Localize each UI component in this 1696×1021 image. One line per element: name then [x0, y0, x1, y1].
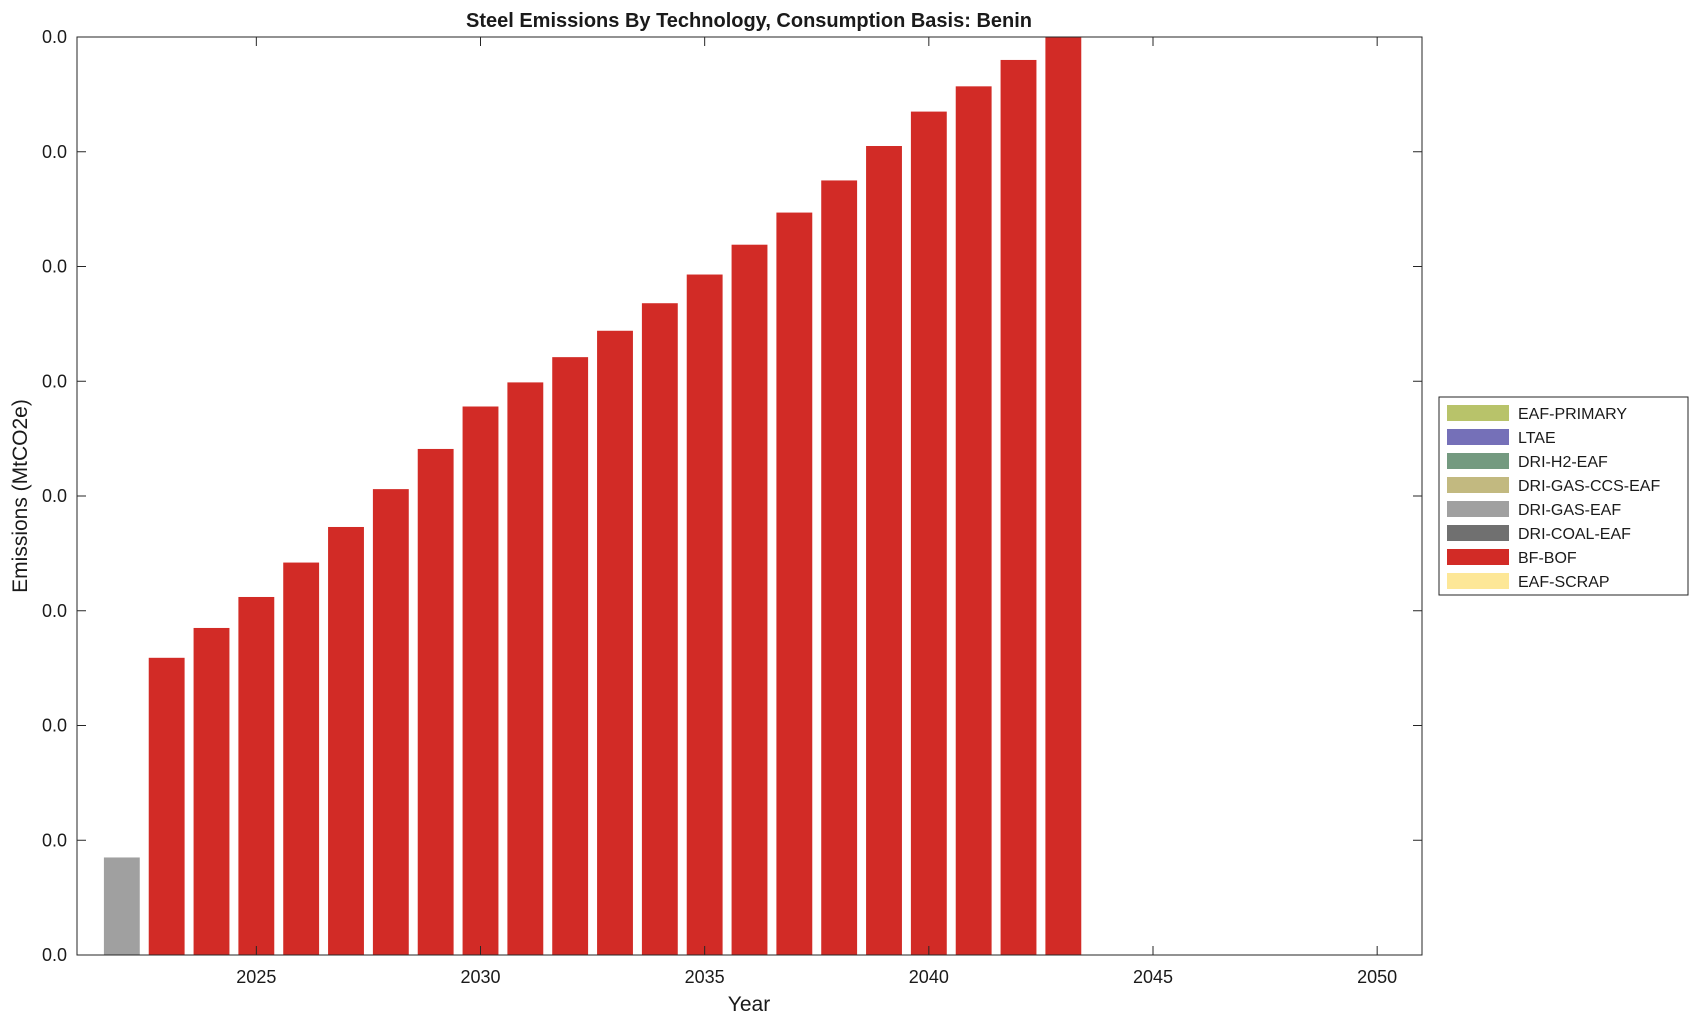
- legend-label: BF-BOF: [1518, 550, 1577, 567]
- legend-swatch-dri-h2-eaf: [1447, 453, 1509, 469]
- x-tick-label: 2035: [685, 967, 725, 987]
- y-tick-label: 0.0: [42, 830, 67, 850]
- bar-bf-bof-2031: [507, 382, 544, 955]
- y-tick-label: 0.0: [42, 716, 67, 736]
- bar-bf-bof-2024: [193, 627, 230, 955]
- y-tick-label: 0.0: [42, 142, 67, 162]
- bar-bf-bof-2034: [641, 303, 678, 956]
- bar-bf-bof-2028: [372, 489, 409, 955]
- bar-bf-bof-2030: [462, 406, 499, 955]
- legend-swatch-eaf-scrap: [1447, 573, 1509, 589]
- y-tick-label: 0.0: [42, 257, 67, 277]
- bar-bf-bof-2033: [597, 330, 633, 955]
- legend-label: DRI-GAS-CCS-EAF: [1518, 478, 1660, 495]
- x-tick-label: 2030: [460, 967, 500, 987]
- legend-swatch-dri-gas-eaf: [1447, 501, 1509, 517]
- legend-label: LTAE: [1518, 430, 1556, 447]
- x-tick-label: 2025: [236, 967, 276, 987]
- bar-bf-bof-2023: [148, 657, 185, 955]
- bar-dri-gas-eaf-2022: [103, 857, 140, 955]
- x-tick-label: 2040: [909, 967, 949, 987]
- x-tick-label: 2050: [1357, 967, 1397, 987]
- bar-bf-bof-2042: [1000, 59, 1037, 955]
- y-tick-label: 0.0: [42, 601, 67, 621]
- bar-bf-bof-2035: [686, 274, 723, 955]
- y-axis-label: Emissions (MtCO2e): [9, 399, 32, 593]
- bar-bf-bof-2040: [910, 111, 947, 956]
- legend-swatch-dri-gas-ccs-eaf: [1447, 477, 1509, 493]
- y-tick-label: 0.0: [42, 371, 67, 391]
- legend-label: DRI-GAS-EAF: [1518, 502, 1621, 519]
- ticks-group: 2025 2030 2035 2040 2045 2050 0.0 0.0 0.0 0.0 0.0 0…: [42, 27, 1422, 987]
- legend-swatch-ltae: [1447, 429, 1509, 445]
- y-tick-label: 0.0: [42, 27, 67, 47]
- legend: EAF-PRIMARY LTAE DRI-H2-EAF DRI-GAS-CCS-EAF…: [1438, 396, 1689, 596]
- bars-group: [103, 37, 1082, 956]
- bar-bf-bof-2025: [238, 596, 275, 955]
- legend-label: EAF-PRIMARY: [1518, 406, 1627, 423]
- x-axis-label: Year: [728, 993, 770, 1016]
- bar-bf-bof-2037: [776, 212, 813, 955]
- bar-bf-bof-2041: [955, 86, 992, 956]
- bar-bf-bof-2029: [417, 448, 454, 955]
- legend-swatch-eaf-primary: [1447, 405, 1509, 421]
- bar-bf-bof-2032: [552, 357, 589, 955]
- y-tick-label: 0.0: [42, 945, 67, 965]
- bar-bf-bof-2036: [731, 244, 768, 955]
- y-tick-label: 0.0: [42, 486, 67, 506]
- bar-bf-bof-2039: [866, 146, 902, 955]
- bar-bf-bof-2038: [821, 180, 858, 955]
- bar-bf-bof-2027: [328, 526, 364, 955]
- legend-label: DRI-COAL-EAF: [1518, 526, 1631, 543]
- bar-bf-bof-2026: [283, 562, 320, 955]
- legend-swatch-dri-coal-eaf: [1447, 525, 1509, 541]
- legend-label: EAF-SCRAP: [1518, 574, 1610, 591]
- chart-title: Steel Emissions By Technology, Consumpti…: [466, 10, 1032, 32]
- bar-bf-bof-2043: [1045, 37, 1082, 955]
- legend-label: DRI-H2-EAF: [1518, 454, 1608, 471]
- legend-swatch-bf-bof: [1447, 549, 1509, 565]
- x-tick-label: 2045: [1133, 967, 1173, 987]
